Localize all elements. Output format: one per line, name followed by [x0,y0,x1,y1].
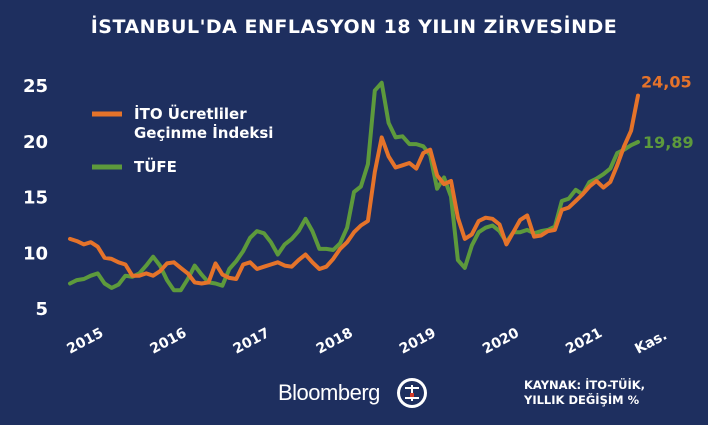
legend-label-ito: İTO Ücretliler Geçinme İndeksi [134,104,273,142]
end-label-tufe: 19,89 [643,133,694,152]
ht-circle-logo-icon [397,378,427,408]
x-axis: 2015 2016 2017 2018 2019 2020 2021 Kas. [64,325,669,358]
series-line [68,93,640,286]
series-lines [68,80,640,293]
y-tick-label: 25 [23,76,48,97]
x-tick-label: 2019 [397,325,439,357]
chart-title: İSTANBUL'DA ENFLASYON 18 YILIN ZİRVESİND… [90,16,618,38]
legend: İTO Ücretliler Geçinme İndeksi TÜFE [92,104,273,176]
x-tick-label: Kas. [632,327,669,357]
source-line-1: KAYNAK: İTO-TÜİK, [524,378,646,392]
x-tick-label: 2015 [64,325,106,357]
source-line-2: YILLIK DEĞİŞİM % [524,393,640,407]
x-tick-label: 2020 [480,325,522,358]
x-tick-label: 2021 [563,325,605,357]
end-label-ito: 24,05 [641,73,692,92]
y-tick-label: 10 [23,243,48,264]
y-tick-label: 5 [35,299,48,320]
x-tick-label: 2016 [147,325,189,357]
y-tick-label: 20 [23,132,48,153]
x-tick-label: 2017 [231,325,273,357]
series-line [68,80,640,293]
bloomberg-logo: Bloomberg [278,380,380,405]
x-tick-label: 2018 [314,325,356,357]
legend-label-tufe: TÜFE [134,157,177,176]
source-note: KAYNAK: İTO-TÜİK, YILLIK DEĞİŞİM % [524,378,645,408]
y-axis: 5 10 15 20 25 [23,76,48,320]
end-labels: 24,05 19,89 [641,73,694,152]
y-tick-label: 15 [23,188,48,209]
